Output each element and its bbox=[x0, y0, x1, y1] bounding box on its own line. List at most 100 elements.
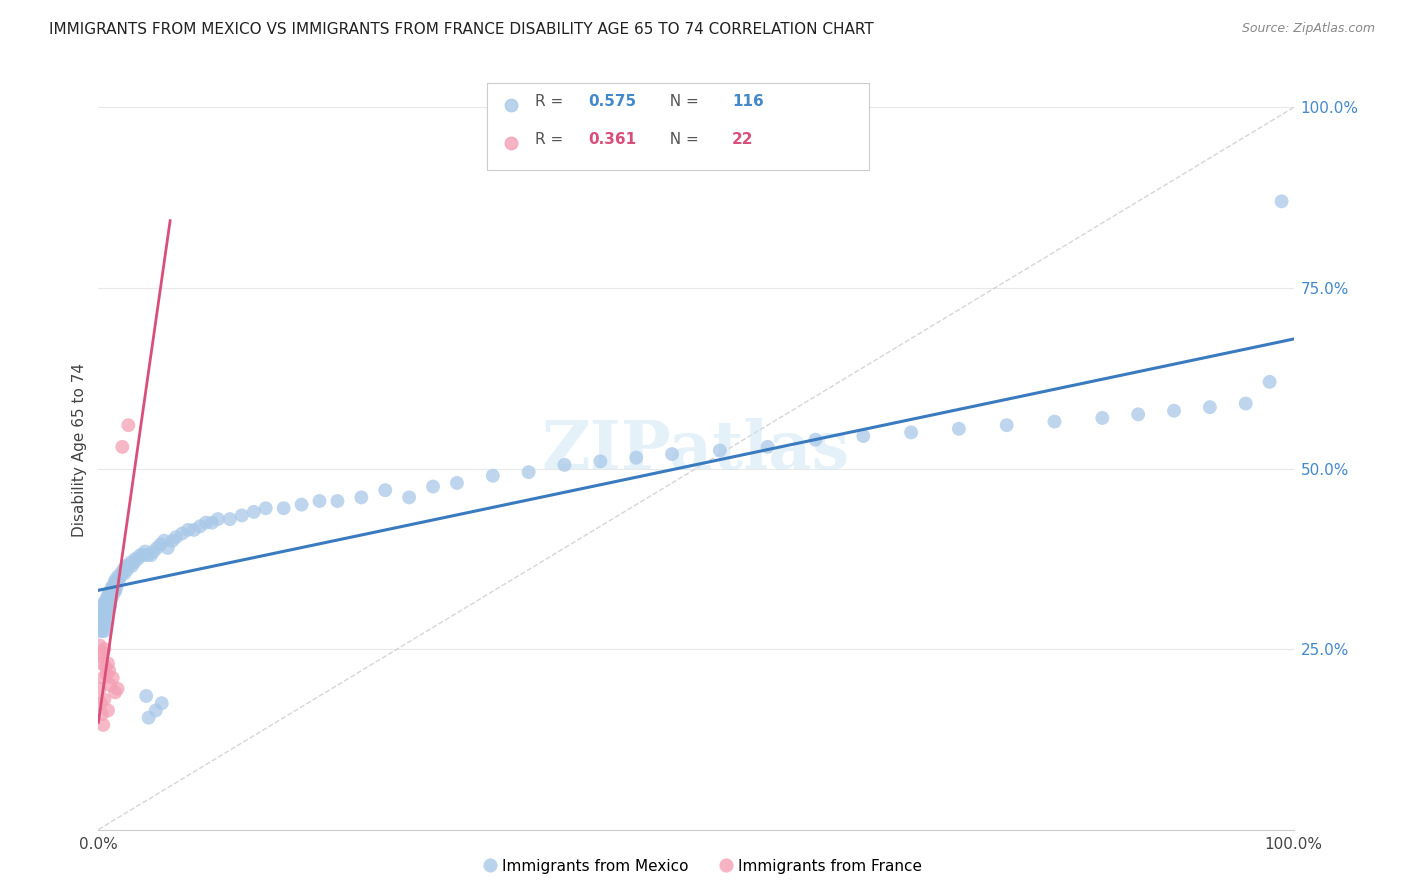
Point bbox=[96, 667, 118, 681]
Point bbox=[145, 703, 167, 717]
Text: 0.361: 0.361 bbox=[589, 132, 637, 147]
Point bbox=[114, 566, 136, 581]
Point bbox=[517, 465, 540, 479]
Point bbox=[291, 498, 314, 512]
Point bbox=[1258, 375, 1281, 389]
Point bbox=[188, 519, 211, 533]
Point bbox=[1271, 194, 1294, 209]
Point bbox=[1128, 408, 1150, 422]
Point bbox=[93, 616, 115, 631]
Point bbox=[91, 616, 114, 631]
Point bbox=[89, 616, 111, 631]
Point bbox=[91, 602, 114, 616]
FancyBboxPatch shape bbox=[486, 83, 869, 170]
Point bbox=[243, 505, 266, 519]
Point bbox=[138, 711, 160, 725]
Point bbox=[900, 425, 922, 440]
Point bbox=[97, 703, 120, 717]
Point bbox=[142, 544, 165, 558]
Point bbox=[97, 595, 120, 609]
Point bbox=[108, 570, 131, 584]
Point bbox=[96, 599, 118, 613]
Point bbox=[308, 494, 330, 508]
Point bbox=[231, 508, 253, 523]
Point bbox=[1043, 415, 1066, 429]
Point bbox=[90, 620, 112, 634]
Point bbox=[219, 512, 242, 526]
Point bbox=[100, 591, 122, 606]
Point bbox=[91, 613, 114, 627]
Point bbox=[124, 555, 146, 569]
Text: N =: N = bbox=[661, 95, 704, 109]
Point bbox=[107, 574, 129, 588]
Point bbox=[422, 479, 444, 493]
Point bbox=[374, 483, 396, 498]
Point bbox=[153, 533, 176, 548]
Point bbox=[89, 681, 111, 696]
Point bbox=[103, 577, 125, 591]
Point bbox=[101, 588, 124, 602]
Point bbox=[121, 559, 143, 574]
Point bbox=[110, 566, 132, 581]
Point bbox=[89, 639, 111, 653]
Point bbox=[804, 433, 827, 447]
Point bbox=[149, 537, 172, 551]
Text: Source: ZipAtlas.com: Source: ZipAtlas.com bbox=[1241, 22, 1375, 36]
Point bbox=[446, 475, 468, 490]
Point bbox=[626, 450, 648, 465]
Point bbox=[97, 588, 120, 602]
Point bbox=[104, 574, 127, 588]
Point bbox=[273, 501, 295, 516]
Point bbox=[90, 649, 112, 664]
Point bbox=[105, 574, 128, 588]
Point bbox=[101, 581, 124, 595]
Point bbox=[91, 718, 114, 732]
Point bbox=[107, 570, 129, 584]
Point bbox=[98, 591, 122, 606]
Point bbox=[93, 624, 115, 638]
Point bbox=[162, 533, 184, 548]
Point bbox=[101, 671, 124, 685]
Point bbox=[852, 429, 875, 443]
Point bbox=[90, 606, 112, 620]
Point bbox=[1091, 411, 1114, 425]
Point bbox=[661, 447, 683, 461]
Point bbox=[98, 664, 121, 678]
Point bbox=[135, 689, 157, 703]
Point bbox=[172, 526, 194, 541]
Point bbox=[97, 602, 120, 616]
Point bbox=[554, 458, 576, 472]
Point bbox=[134, 544, 156, 558]
Point bbox=[589, 454, 612, 468]
Legend: Immigrants from Mexico, Immigrants from France: Immigrants from Mexico, Immigrants from … bbox=[478, 853, 928, 880]
Point bbox=[93, 642, 115, 657]
Point bbox=[117, 559, 139, 574]
Point bbox=[94, 595, 117, 609]
Point bbox=[756, 440, 779, 454]
Text: IMMIGRANTS FROM MEXICO VS IMMIGRANTS FROM FRANCE DISABILITY AGE 65 TO 74 CORRELA: IMMIGRANTS FROM MEXICO VS IMMIGRANTS FRO… bbox=[49, 22, 875, 37]
Point bbox=[90, 624, 112, 638]
Point bbox=[139, 548, 162, 562]
Point bbox=[91, 599, 114, 613]
Point bbox=[96, 591, 118, 606]
Point bbox=[254, 501, 277, 516]
Point bbox=[91, 609, 114, 624]
Text: 0.575: 0.575 bbox=[589, 95, 637, 109]
Point bbox=[481, 468, 505, 483]
Point bbox=[124, 551, 146, 566]
Point bbox=[93, 692, 115, 706]
Y-axis label: Disability Age 65 to 74: Disability Age 65 to 74 bbox=[72, 363, 87, 538]
Point bbox=[98, 678, 122, 692]
Point bbox=[165, 530, 187, 544]
Point bbox=[94, 602, 117, 616]
Text: R =: R = bbox=[534, 132, 568, 147]
Point bbox=[150, 696, 173, 710]
Point bbox=[398, 491, 420, 505]
Point bbox=[183, 523, 205, 537]
Point bbox=[91, 606, 114, 620]
Point bbox=[94, 660, 117, 674]
Text: 116: 116 bbox=[733, 95, 763, 109]
Point bbox=[103, 584, 125, 599]
Point bbox=[93, 602, 115, 616]
Point bbox=[156, 541, 179, 555]
